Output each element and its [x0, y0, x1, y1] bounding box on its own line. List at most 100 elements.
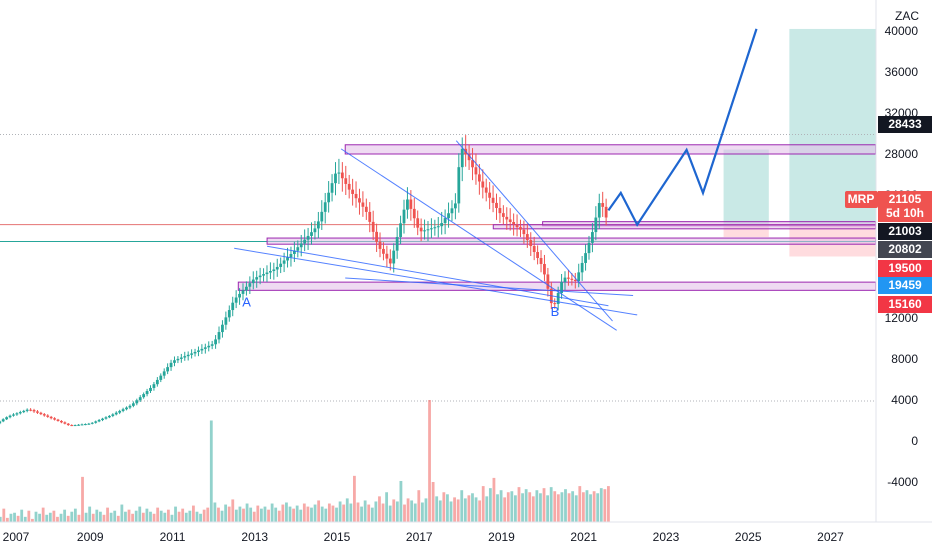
trendline-0 [340, 148, 617, 331]
candle-body [430, 228, 433, 230]
volume-bar [453, 497, 456, 544]
price-label-box [878, 260, 932, 277]
candle-body [529, 240, 533, 247]
candle-body [416, 218, 420, 228]
candle-body [155, 379, 159, 385]
candle-body [587, 242, 591, 254]
candle-body [231, 302, 235, 311]
volume-bar [463, 498, 467, 544]
candle-body [371, 221, 375, 232]
volume-bar [385, 492, 389, 544]
candle-body [601, 203, 605, 207]
volume-bar [571, 491, 575, 544]
y-tick-label: 36000 [885, 65, 919, 79]
candle-body [217, 332, 221, 340]
candle-body [101, 418, 104, 421]
candle-body [563, 277, 567, 283]
volume-bar [560, 492, 564, 544]
candle-body [296, 247, 300, 251]
candle-body [426, 229, 430, 231]
candle-body [498, 208, 502, 214]
candle-body [36, 411, 39, 413]
candle-body [169, 362, 173, 368]
volume-bar [503, 497, 507, 544]
candle-body [292, 250, 296, 254]
volume-bar [589, 494, 592, 544]
candle-body [15, 413, 19, 415]
volume-bar [488, 488, 492, 544]
price-label-box [878, 241, 932, 258]
symbol-badge-label: MRP [848, 192, 875, 206]
candle-body [12, 414, 15, 416]
candle-body [433, 227, 437, 229]
candle-body [423, 230, 426, 232]
candle-body [519, 227, 522, 230]
candle-body [361, 202, 365, 207]
price-label-box [878, 296, 932, 313]
candle-body [179, 357, 183, 359]
candle-body [388, 258, 392, 264]
candle-body [560, 282, 563, 294]
candle-body [570, 278, 574, 280]
volume-bar [209, 420, 213, 544]
candle-body [56, 419, 60, 421]
candle-body [330, 183, 334, 193]
candle-body [406, 199, 409, 210]
price-label: 15160 [888, 297, 922, 311]
candle-body [447, 213, 450, 219]
candle-body [80, 424, 84, 426]
symbol-badge [845, 191, 878, 208]
candle-body [344, 178, 348, 184]
candle-body [539, 257, 543, 264]
candle-body [227, 310, 231, 318]
candle-body [299, 243, 303, 248]
candle-body [159, 375, 163, 380]
candle-body [152, 384, 156, 388]
candle-body [450, 208, 454, 214]
y-tick-label: 28000 [885, 147, 919, 161]
candle-body [63, 422, 67, 424]
candle-body [166, 367, 170, 372]
volume-bar [406, 498, 410, 544]
volume-bar [514, 495, 517, 544]
candle-body [272, 269, 276, 272]
candle-body [382, 248, 385, 254]
candle-body [197, 350, 200, 352]
zone-0 [344, 144, 877, 155]
volume-bar [567, 493, 571, 544]
price-label: 19459 [888, 278, 922, 292]
candle-body [289, 253, 293, 258]
candle-body [0, 421, 2, 424]
volume-bar [499, 490, 503, 544]
volume-bar [578, 486, 582, 544]
volume-bar [506, 492, 510, 544]
candle-body [460, 148, 464, 168]
volume-bar [549, 487, 553, 544]
candle-body [419, 227, 423, 232]
candle-body [522, 229, 526, 235]
x-tick-label: 2027 [817, 530, 844, 544]
volume-bar [531, 496, 535, 544]
volume-bar [485, 496, 489, 544]
candle-body [241, 290, 245, 294]
volume-bar [442, 492, 446, 544]
y-tick-label: 12000 [885, 311, 919, 325]
x-tick-label: 2019 [488, 530, 515, 544]
candle-body [22, 410, 26, 413]
volume-bar [510, 491, 514, 544]
volume-bar [496, 494, 499, 544]
candle-body [310, 232, 313, 236]
candle-body [347, 183, 351, 190]
candle-body [412, 208, 416, 219]
candle-body [97, 420, 101, 422]
candle-body [546, 274, 550, 289]
candle-body [488, 192, 492, 198]
volume-bar [521, 493, 524, 544]
candle-body [573, 279, 577, 282]
candle-body [392, 250, 396, 264]
candle-body [351, 189, 355, 194]
candle-body [207, 345, 211, 348]
currency-label: ZAC [893, 9, 921, 23]
